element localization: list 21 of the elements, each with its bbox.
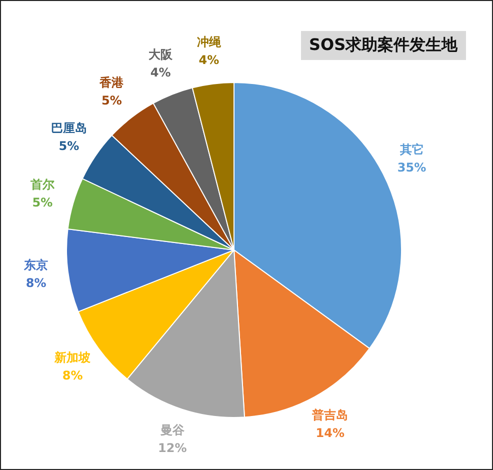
data-label: 5% <box>58 138 80 153</box>
slice-label: 新加坡 <box>54 350 92 364</box>
data-label: 5% <box>32 195 53 210</box>
data-label: 35% <box>397 160 426 175</box>
data-label: 8% <box>62 368 83 382</box>
data-label: 14% <box>316 426 344 440</box>
slice-label: 普吉岛 <box>311 408 348 422</box>
slice-label: 大阪 <box>148 48 174 62</box>
slice-label: 首尔 <box>29 177 56 192</box>
data-label: 8% <box>26 276 46 290</box>
chart-title: SOS求助案件发生地 <box>301 31 466 60</box>
slice-label: 东京 <box>23 258 48 272</box>
slice-label: 曼谷 <box>159 422 186 437</box>
data-label: 4% <box>198 53 220 68</box>
data-label: 5% <box>102 93 122 108</box>
data-label: 12% <box>158 440 187 455</box>
slice-label: 巴厘岛 <box>50 120 87 135</box>
slice-label: 香港 <box>98 75 125 90</box>
slice-label: 冲绳 <box>196 35 222 50</box>
slice-label: 其它 <box>398 142 424 157</box>
data-label: 4% <box>150 66 171 80</box>
